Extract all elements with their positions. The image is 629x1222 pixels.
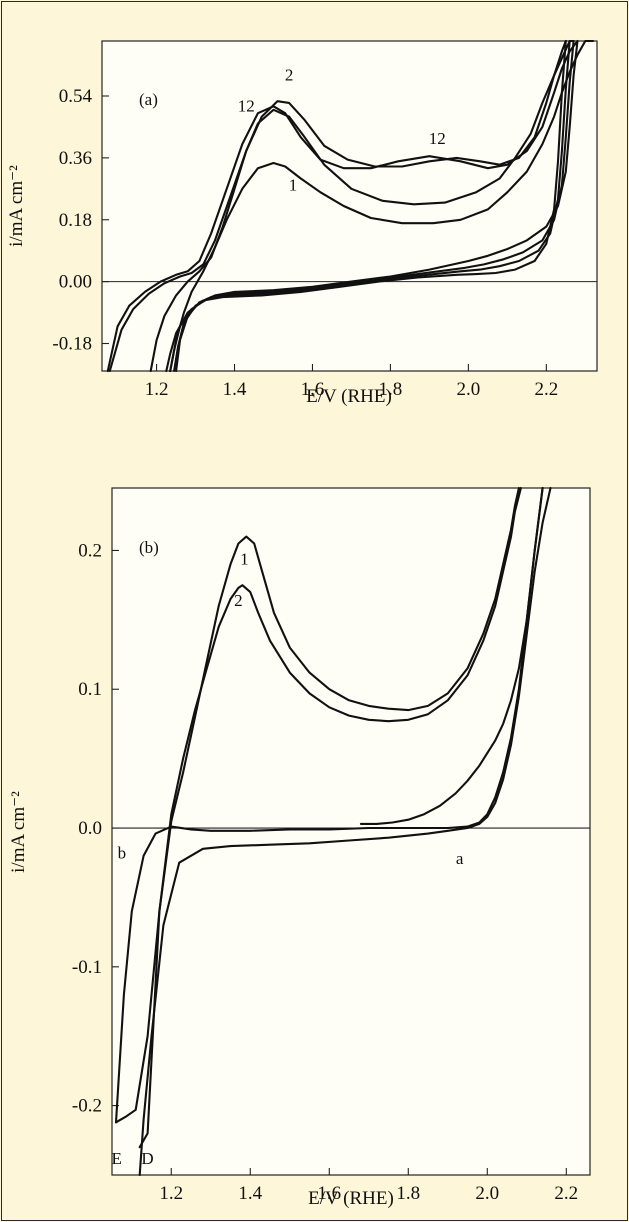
curve-annotation-a-4: 1 [289, 176, 298, 195]
x-tick-label-b: 1.4 [238, 1183, 262, 1204]
x-tick-label-b: 1.2 [159, 1183, 183, 1204]
y-tick-label-a: 0.54 [59, 86, 93, 107]
series-line-b-1 [114, 486, 520, 1124]
y-tick-label-a: -0.18 [52, 334, 92, 355]
curve-annotation-a-3: 12 [429, 129, 446, 148]
series-line-a-3 [149, 39, 575, 373]
x-tick-label-b: 1.6 [317, 1183, 341, 1204]
chart-panel-a: 1.2 1.4 1.6 1.8 2.0 2.2-0.180.000.180.360.54 … [6, 39, 598, 407]
curve-annotation-a-2: 12 [238, 96, 255, 115]
y-tick-label-a: 0.36 [59, 148, 92, 169]
annotations-b: 1 2 b a E D [112, 549, 464, 1168]
series-line-a-8 [165, 39, 567, 373]
series-line-b-3 [114, 486, 544, 1124]
curve-annotation-b-5: E [112, 1149, 122, 1168]
y-axis-label-b: i/mA cm⁻² [8, 791, 29, 873]
curve-annotation-b-6: D [141, 1149, 153, 1168]
y-tick-label-a: 0.00 [59, 272, 92, 293]
chart-panel-b: 1.2 1.4 1.6 1.8 2.0 2.2 -0.2 -0.1 0.0 0.1 0.2 1 2 b a… [8, 486, 591, 1209]
y-tick-label-b: 0.0 [78, 818, 102, 839]
plot-frame-b [111, 487, 591, 1176]
x-tick-label-b: 1.8 [396, 1183, 420, 1204]
curve-annotation-a-1: 2 [285, 66, 294, 85]
series-group-b [114, 486, 552, 1177]
y-tick-label-b: 0.1 [78, 679, 102, 700]
curve-annotation-b-1: 1 [240, 549, 249, 568]
y-tick-label-b: -0.2 [72, 1096, 102, 1117]
series-line-b-2 [138, 486, 522, 1149]
x-tick-label-a: 2.2 [534, 379, 558, 400]
annotations-a: 2 12 12 1 [238, 66, 446, 195]
x-tick-label-a: 1.4 [223, 379, 247, 400]
y-tick-label-a: 0.18 [59, 210, 92, 231]
ticks-a: 1.2 1.4 1.6 1.8 2.0 2.2 -0.18 0.00 0.18 0.36 0.54 [52, 86, 558, 400]
x-tick-label-a: 1.2 [145, 379, 169, 400]
x-tick-label-a: 2.0 [457, 379, 481, 400]
y-tick-label-b: 0.2 [78, 540, 102, 561]
ticks-b: 1.2 1.4 1.6 1.8 2.0 2.2 -0.2 -0.1 0.0 0.1 0.2 [72, 540, 578, 1204]
series-line-a-1 [106, 39, 579, 373]
x-tick-label-b: 2.2 [554, 1183, 578, 1204]
y-axis-label-a: i/mA cm⁻² [6, 165, 27, 247]
series-group-a [106, 39, 595, 373]
x-axis-label-b: E/V (RHE) [308, 1188, 394, 1209]
curve-annotation-b-4: a [456, 849, 464, 868]
x-tick-label-a: 1.6 [301, 379, 325, 400]
x-tick-label-b: 2.0 [475, 1183, 499, 1204]
plot-frame-a [101, 40, 598, 372]
curve-annotation-b-2: 2 [234, 591, 243, 610]
y-tick-label-b: -0.1 [72, 957, 102, 978]
series-line-a-4 [169, 39, 595, 373]
x-tick-label-a: 1.8 [379, 379, 403, 400]
series-line-b-4 [138, 486, 552, 1177]
series-line-a-2 [108, 39, 567, 373]
curve-annotation-b-3: b [118, 844, 127, 863]
series-line-b-5 [359, 486, 544, 825]
panel-label-a: (a) [139, 90, 158, 109]
x-axis-label-a: E/V (RHE) [306, 386, 392, 407]
panel-label-b: (b) [139, 538, 159, 557]
